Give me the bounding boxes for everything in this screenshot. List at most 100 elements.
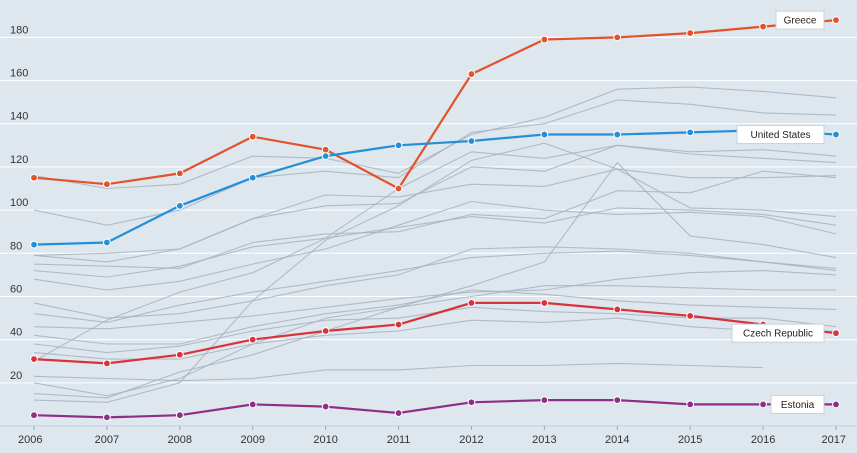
data-point (832, 16, 840, 25)
data-point (248, 132, 257, 141)
data-point (248, 335, 257, 344)
data-point (540, 130, 549, 139)
series-label-box (770, 394, 825, 414)
data-point (613, 33, 622, 42)
y-axis: 20 40 60 80 100 120 140 160 180 (10, 24, 28, 381)
x-axis: 2006 2007 2008 2009 2010 2011 2012 2013 2014 2015… (0, 425, 857, 446)
series-label: Estonia (781, 400, 815, 411)
x-tick-label: 2011 (387, 434, 411, 446)
data-point (686, 29, 695, 37)
context-series-line (33, 317, 836, 360)
data-point (175, 411, 184, 420)
data-point (686, 311, 695, 320)
series-label-box (775, 10, 825, 30)
data-point (686, 128, 695, 137)
data-point (103, 413, 111, 422)
x-tick-label: 2013 (532, 434, 556, 446)
data-point (321, 145, 330, 154)
data-point (394, 320, 403, 329)
data-point (540, 299, 549, 307)
context-series-line (33, 285, 836, 397)
context-series-line (33, 200, 837, 291)
context-series-line (33, 289, 837, 345)
highlighted-lines (30, 16, 840, 422)
data-point (321, 402, 330, 411)
data-point (30, 355, 38, 363)
context-series-line (33, 144, 837, 256)
data-point (30, 240, 38, 249)
data-point (540, 35, 549, 44)
context-series-line (33, 207, 837, 278)
data-point (248, 173, 257, 182)
czech-republic-line (33, 301, 837, 365)
series-label: Czech Republic (743, 329, 813, 340)
data-point (175, 169, 184, 178)
data-point (832, 130, 840, 139)
data-point (103, 359, 111, 368)
united-states-line (33, 129, 837, 246)
context-series-line (33, 144, 837, 362)
y-tick-label: 180 (10, 24, 28, 36)
data-point (103, 180, 111, 189)
data-point (467, 398, 476, 407)
context-series-line (33, 270, 837, 330)
data-point (832, 329, 840, 338)
data-point (103, 238, 111, 247)
data-point (467, 137, 476, 145)
y-tick-label: 80 (10, 240, 22, 252)
x-tick-label: 2006 (18, 434, 42, 446)
context-series-line (33, 362, 764, 382)
y-tick-label: 100 (10, 197, 28, 209)
series-label-box (731, 323, 825, 343)
data-point (30, 411, 38, 420)
data-point (394, 184, 403, 193)
x-tick-label: 2016 (751, 434, 775, 446)
data-point (394, 409, 403, 417)
context-series-line (33, 246, 837, 319)
x-tick-label: 2007 (95, 434, 119, 446)
context-series-line (33, 161, 837, 399)
data-point (613, 130, 622, 139)
data-point (248, 400, 257, 409)
data-point (613, 396, 622, 404)
series-labels: Greece United States Czech Republic Estonia (731, 10, 825, 414)
data-point (175, 350, 184, 359)
x-tick-label: 2008 (168, 434, 192, 446)
series-label: Greece (784, 16, 817, 27)
data-point (467, 299, 476, 307)
data-point (467, 70, 476, 78)
series-label: United States (750, 130, 810, 141)
greece-line (33, 19, 837, 190)
x-tick-label: 2012 (459, 434, 483, 446)
context-series-line (33, 168, 837, 263)
x-tick-label: 2014 (605, 434, 629, 446)
series-label-box (736, 125, 825, 145)
y-tick-label: 40 (10, 327, 22, 339)
x-tick-label: 2010 (313, 434, 337, 446)
data-point (175, 201, 184, 210)
data-point (540, 396, 549, 404)
x-tick-label: 2009 (240, 434, 264, 446)
y-tick-label: 120 (10, 154, 28, 166)
data-point (321, 327, 330, 335)
context-series-line (33, 250, 837, 323)
data-point (686, 400, 695, 409)
data-point (759, 22, 767, 31)
context-series-line (33, 142, 837, 403)
data-point (394, 141, 403, 150)
data-point (759, 400, 767, 409)
estonia-line (33, 399, 836, 419)
y-tick-label: 20 (10, 370, 22, 382)
x-tick-label: 2017 (822, 434, 846, 446)
data-point (832, 400, 840, 409)
grid-lines (0, 36, 857, 384)
data-point (613, 305, 622, 314)
data-point (30, 173, 38, 182)
x-tick-label: 2015 (678, 434, 702, 446)
data-point (321, 152, 330, 161)
y-tick-label: 60 (10, 283, 22, 295)
y-tick-label: 160 (10, 68, 28, 80)
